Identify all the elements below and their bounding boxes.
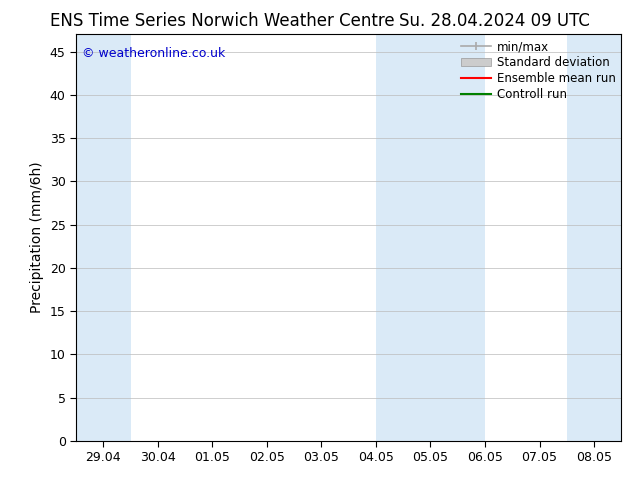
Bar <box>76 34 131 441</box>
Text: Su. 28.04.2024 09 UTC: Su. 28.04.2024 09 UTC <box>399 12 590 30</box>
Bar <box>567 34 634 441</box>
Legend: min/max, Standard deviation, Ensemble mean run, Controll run: min/max, Standard deviation, Ensemble me… <box>461 40 616 101</box>
Text: © weatheronline.co.uk: © weatheronline.co.uk <box>82 47 225 59</box>
Bar <box>376 34 485 441</box>
Y-axis label: Precipitation (mm/6h): Precipitation (mm/6h) <box>30 162 44 314</box>
Text: ENS Time Series Norwich Weather Centre: ENS Time Series Norwich Weather Centre <box>49 12 394 30</box>
